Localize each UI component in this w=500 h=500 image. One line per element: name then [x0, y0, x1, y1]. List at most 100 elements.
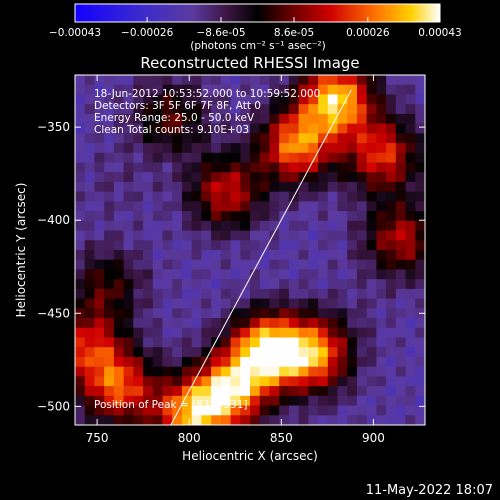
heatmap-cell: [113, 220, 125, 231]
heatmap-cell: [75, 104, 86, 115]
heatmap-cell: [191, 201, 202, 212]
heatmap-cell: [211, 308, 222, 319]
heatmap-cell: [152, 395, 163, 406]
heatmap-cell: [250, 308, 261, 319]
heatmap-cell: [133, 395, 144, 406]
heatmap-cell: [172, 75, 183, 86]
heatmap-cell: [366, 337, 377, 348]
heatmap-cell: [240, 230, 251, 241]
heatmap-cell: [104, 133, 115, 144]
heatmap-cell: [298, 123, 309, 134]
heatmap-cell: [104, 143, 115, 154]
heatmap-cell: [395, 415, 406, 425]
heatmap-cell: [94, 143, 105, 154]
heatmap-cell: [240, 298, 251, 309]
heatmap-cell: [288, 181, 300, 193]
heatmap-cell: [220, 201, 231, 212]
heatmap-cell: [318, 181, 329, 193]
heatmap-cell: [75, 327, 86, 338]
heatmap-cell: [327, 366, 338, 377]
heatmap-cell: [220, 405, 231, 416]
heatmap-cell: [308, 152, 319, 163]
heatmap-cell: [415, 152, 425, 163]
heatmap-cell: [143, 75, 154, 86]
heatmap-cell: [94, 415, 105, 425]
heatmap-cell: [94, 376, 105, 387]
heatmap-cell: [143, 133, 154, 144]
heatmap-cell: [191, 269, 202, 280]
heatmap-cell: [162, 220, 173, 231]
heatmap-cell: [386, 395, 397, 406]
heatmap-cell: [366, 386, 377, 397]
heatmap-cell: [327, 395, 338, 406]
heatmap-cell: [123, 104, 134, 115]
heatmap-cell: [259, 240, 270, 251]
heatmap-cell: [318, 395, 329, 406]
heatmap-cell: [75, 376, 86, 387]
heatmap-cell: [288, 356, 300, 368]
heatmap-cell: [133, 143, 144, 154]
heatmap-cell: [415, 279, 425, 290]
heatmap-cell: [415, 298, 425, 309]
heatmap-cell: [279, 415, 290, 425]
heatmap-cell: [279, 211, 290, 222]
heatmap-cell: [386, 308, 397, 319]
heatmap-cell: [201, 230, 212, 241]
heatmap-cell: [230, 259, 241, 270]
heatmap-cell: [298, 415, 309, 425]
heatmap-cell: [162, 181, 173, 193]
x-tick-label: 850: [270, 431, 293, 445]
heatmap-cell: [327, 288, 338, 300]
annotation-line: Energy Range: 25.0 - 50.0 keV: [94, 112, 255, 124]
heatmap-cell: [259, 113, 270, 125]
heatmap-cell: [318, 113, 329, 125]
heatmap-cell: [298, 327, 309, 338]
heatmap-cell: [288, 415, 300, 425]
annotation-line: Detectors: 3F 5F 6F 7F 8F, Att 0: [94, 100, 261, 112]
heatmap-cell: [337, 104, 348, 115]
heatmap-cell: [356, 172, 368, 183]
heatmap-cell: [181, 143, 193, 154]
heatmap-cell: [298, 133, 309, 144]
heatmap-cell: [347, 250, 358, 261]
heatmap-cell: [84, 405, 95, 416]
heatmap-cell: [269, 162, 280, 173]
heatmap-cell: [181, 250, 193, 261]
heatmap-cell: [143, 356, 154, 368]
heatmap-cell: [84, 220, 95, 231]
heatmap-cell: [250, 240, 261, 251]
heatmap-cell: [84, 356, 95, 368]
heatmap-cell: [337, 230, 348, 241]
heatmap-cell: [356, 104, 368, 115]
heatmap-cell: [366, 298, 377, 309]
heatmap-cell: [104, 162, 115, 173]
heatmap-cell: [405, 395, 416, 406]
heatmap-cell: [250, 318, 261, 329]
heatmap-cell: [415, 133, 425, 144]
heatmap-cell: [211, 318, 222, 329]
colorbar-tick-label: −8.6e-05: [196, 27, 245, 39]
heatmap-cell: [191, 415, 202, 425]
heatmap-cell: [298, 356, 309, 368]
heatmap-cell: [366, 211, 377, 222]
heatmap-cell: [240, 288, 251, 300]
heatmap-cell: [269, 240, 280, 251]
heatmap-cell: [279, 113, 290, 125]
heatmap-cell: [386, 230, 397, 241]
heatmap-cell: [347, 366, 358, 377]
heatmap-cell: [279, 308, 290, 319]
heatmap-cell: [240, 113, 251, 125]
heatmap-cell: [113, 308, 125, 319]
heatmap-cell: [201, 298, 212, 309]
heatmap-cell: [133, 259, 144, 270]
heatmap-cell: [104, 395, 115, 406]
heatmap-cell: [230, 415, 241, 425]
heatmap-cell: [395, 250, 406, 261]
heatmap-cell: [240, 172, 251, 183]
heatmap-cell: [308, 279, 319, 290]
heatmap-cell: [415, 405, 425, 416]
heatmap-cell: [113, 288, 125, 300]
heatmap-cell: [123, 75, 134, 86]
heatmap-cell: [269, 259, 280, 270]
heatmap-cell: [279, 347, 290, 358]
